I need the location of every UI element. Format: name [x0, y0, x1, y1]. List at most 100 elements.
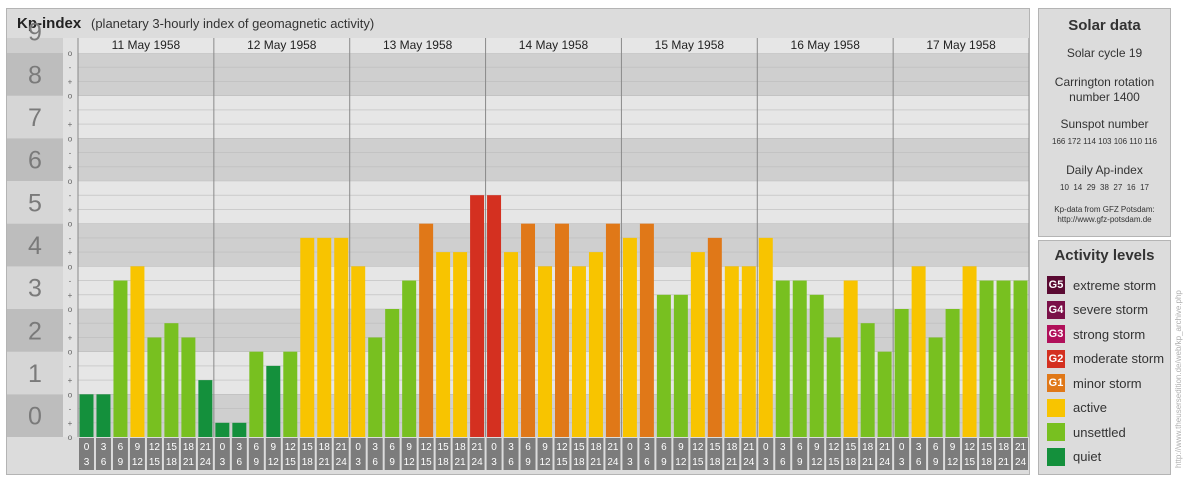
hour-start-label: 0	[627, 442, 633, 453]
kp-bar	[334, 237, 349, 437]
hour-end-label: 18	[709, 457, 721, 468]
day-label: 16 May 1958	[791, 38, 861, 52]
hour-cell	[95, 438, 111, 470]
legend-label: minor storm	[1073, 375, 1142, 391]
hour-end-label: 21	[183, 457, 195, 468]
legend-item-extreme-storm: G5 extreme storm	[1047, 275, 1156, 295]
hour-end-label: 24	[472, 457, 484, 468]
hour-end-label: 3	[84, 457, 90, 468]
hour-start-label: 15	[166, 442, 178, 453]
kp-bar	[402, 280, 417, 437]
y-band	[7, 266, 63, 309]
hour-end-label: 15	[556, 457, 568, 468]
sunspot-title: Sunspot number	[1060, 117, 1149, 131]
kp-index-panel: Kp-index (planetary 3-hourly index of ge…	[6, 8, 1030, 475]
minor-tick-label: -	[69, 149, 72, 158]
hour-start-label: 15	[573, 442, 585, 453]
legend-swatch	[1047, 423, 1065, 441]
hour-end-label: 21	[862, 457, 874, 468]
hour-start-label: 6	[525, 442, 531, 453]
hour-cell	[877, 438, 893, 470]
y-band	[7, 95, 63, 139]
kp-bar	[232, 422, 247, 437]
minor-tick-label: o	[68, 177, 73, 186]
hour-start-label: 15	[438, 442, 450, 453]
kp-bar	[605, 223, 620, 437]
kp-bar	[639, 223, 654, 437]
day-label: 11 May 1958	[112, 38, 181, 52]
plot-band	[78, 266, 1029, 309]
kp-bar	[79, 394, 94, 437]
hour-start-label: 12	[149, 442, 161, 453]
kp-bar	[266, 365, 281, 437]
hour-cell	[180, 438, 196, 470]
hour-start-label: 0	[355, 442, 361, 453]
hour-cell	[1013, 438, 1028, 470]
legend-item-unsettled: unsettled	[1047, 422, 1126, 442]
hour-cell	[860, 438, 876, 470]
day-label: 12 May 1958	[247, 38, 317, 52]
hour-cell	[231, 438, 247, 470]
hour-cell	[758, 438, 774, 470]
kp-bar	[860, 323, 875, 437]
kp-bar	[181, 337, 196, 437]
hour-start-label: 9	[271, 442, 277, 453]
hour-end-label: 6	[644, 457, 650, 468]
hour-cell	[707, 438, 723, 470]
kp-bar	[147, 337, 162, 437]
kp-bar	[487, 195, 502, 437]
kp-bar	[436, 252, 451, 437]
plot-band	[78, 309, 1029, 352]
minor-tick-label: +	[68, 77, 73, 86]
hour-end-label: 12	[675, 457, 687, 468]
hour-start-label: 3	[644, 442, 650, 453]
kp-bar	[894, 309, 909, 437]
hour-cell	[639, 438, 655, 470]
hour-cell	[826, 438, 842, 470]
y-tick-label: 3	[28, 275, 42, 303]
hour-end-label: 6	[372, 457, 378, 468]
hour-end-label: 24	[1015, 457, 1027, 468]
hour-end-label: 21	[455, 457, 467, 468]
carrington-rotation-line1: Carrington rotation	[1054, 75, 1155, 89]
hour-start-label: 18	[455, 442, 467, 453]
solar-data-panel: Solar data Solar cycle 19 Carrington rot…	[1038, 8, 1171, 237]
hour-start-label: 9	[814, 442, 820, 453]
hour-start-label: 0	[899, 442, 905, 453]
hour-start-label: 0	[491, 442, 497, 453]
hour-end-label: 9	[389, 457, 395, 468]
hour-end-label: 3	[491, 457, 497, 468]
legend-label: strong storm	[1073, 326, 1146, 342]
kp-bar	[385, 309, 400, 437]
hour-start-label: 9	[542, 442, 548, 453]
hour-cell	[367, 438, 383, 470]
minor-tick-label: o	[68, 390, 73, 399]
source-link[interactable]: http://www.gfz-potsdam.de	[1057, 215, 1152, 224]
hour-end-label: 6	[508, 457, 514, 468]
kp-bar	[96, 394, 111, 437]
kp-bar	[351, 266, 366, 437]
y-band	[7, 53, 63, 96]
hour-cell	[945, 438, 961, 470]
day-label: 15 May 1958	[655, 38, 725, 52]
minor-tick-label: -	[69, 234, 72, 243]
legend-item-minor-storm: G1 minor storm	[1047, 373, 1142, 393]
hour-cell	[741, 438, 757, 470]
hour-cell	[520, 438, 536, 470]
hour-cell	[503, 438, 519, 470]
hour-cell	[435, 438, 451, 470]
hour-end-label: 3	[763, 457, 769, 468]
ap-index-title: Daily Ap-index	[1066, 163, 1143, 177]
hour-start-label: 6	[118, 442, 124, 453]
hour-start-label: 15	[302, 442, 314, 453]
hour-cell	[996, 438, 1012, 470]
hour-end-label: 15	[692, 457, 704, 468]
y-band	[7, 223, 63, 267]
y-tick-label: 2	[28, 317, 42, 345]
hour-cell	[537, 438, 553, 470]
hour-end-label: 12	[132, 457, 144, 468]
sunspot-values: 166 172 114 103 106 110 116	[1052, 137, 1157, 146]
hour-start-label: 21	[1015, 442, 1027, 453]
minor-tick-label: +	[68, 163, 73, 172]
hour-cell	[282, 438, 298, 470]
